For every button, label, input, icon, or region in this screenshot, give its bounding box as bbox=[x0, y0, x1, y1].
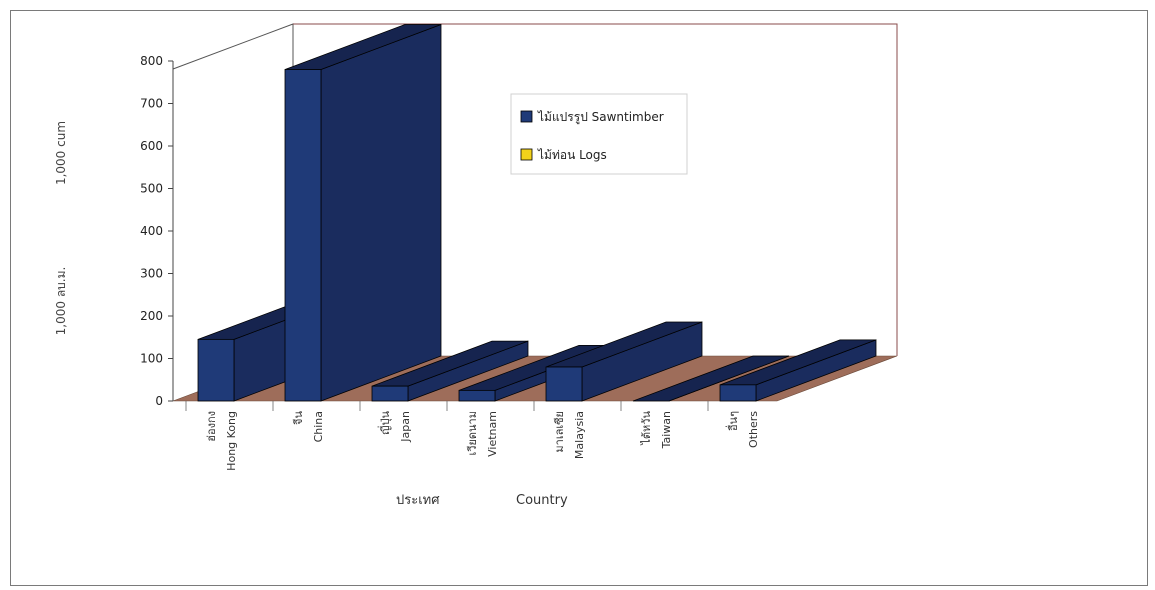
category-label-english: Taiwan bbox=[660, 411, 673, 449]
bar-others bbox=[719, 339, 877, 402]
bars bbox=[197, 23, 877, 402]
category-label-english: China bbox=[312, 411, 325, 442]
category-label-thai: ญี่ปุ่น bbox=[377, 411, 392, 435]
bar-taiwan bbox=[632, 355, 790, 402]
bar-front-face bbox=[197, 338, 235, 402]
bar-front-face bbox=[719, 384, 757, 402]
bar-side-face bbox=[320, 23, 442, 402]
bar-japan bbox=[371, 340, 529, 402]
legend-label-sawntimber: ไม้แปรรูป Sawntimber bbox=[537, 110, 664, 125]
bar-front-face bbox=[284, 69, 322, 402]
legend: ไม้แปรรูป Sawntimber ไม้ท่อน Logs bbox=[510, 93, 688, 175]
legend-label-logs: ไม้ท่อน Logs bbox=[537, 148, 607, 162]
legend-swatch-logs bbox=[520, 148, 533, 161]
bar-front-face bbox=[545, 366, 583, 402]
category-label-thai: มาเลเซีย bbox=[553, 411, 566, 453]
bar-chart: 0 100 200 300 400 500 600 700 800 ฮ่องกง Hong Kon… bbox=[54, 23, 898, 508]
bar-china bbox=[284, 23, 442, 402]
category-label-english: Others bbox=[747, 411, 760, 448]
category-label-thai: ไต้หวัน bbox=[640, 411, 653, 446]
legend-box bbox=[510, 93, 688, 175]
y-tick-label: 600 bbox=[140, 139, 163, 153]
chart-frame: 0 100 200 300 400 500 600 700 800 ฮ่องกง Hong Kon… bbox=[10, 10, 1148, 586]
y-tick-label: 700 bbox=[140, 97, 163, 111]
x-axis-label-thai: ประเทศ bbox=[396, 493, 440, 508]
category-label-english: Hong Kong bbox=[225, 411, 238, 471]
y-axis-label-thai: 1,000 ลบ.ม. bbox=[54, 267, 68, 336]
y-tick-label: 800 bbox=[140, 54, 163, 68]
y-axis-label-english: 1,000 cum bbox=[54, 121, 68, 185]
bar-malaysia bbox=[545, 321, 703, 402]
category-label-thai: จีน bbox=[292, 411, 305, 426]
category-label-english: Japan bbox=[399, 411, 412, 443]
category-label-english: Vietnam bbox=[486, 411, 499, 457]
x-axis-categories: ฮ่องกง Hong Kong จีน China ญี่ปุ่น Japan เวียด… bbox=[185, 401, 760, 471]
category-label-thai: เวียดนาม bbox=[466, 411, 479, 455]
category-label-thai: อื่นๆ bbox=[725, 411, 740, 431]
legend-swatch-sawntimber bbox=[520, 110, 533, 123]
x-axis-label-english: Country bbox=[516, 493, 568, 508]
y-tick-label: 0 bbox=[155, 394, 163, 408]
back-wall-outline bbox=[293, 23, 898, 356]
y-tick-label: 200 bbox=[140, 309, 163, 323]
y-tick-label: 300 bbox=[140, 267, 163, 281]
bar-front-face bbox=[371, 385, 409, 402]
bar-front-face bbox=[458, 389, 496, 402]
category-label-thai: ฮ่องกง bbox=[205, 411, 218, 442]
y-axis: 0 100 200 300 400 500 600 700 800 bbox=[140, 54, 174, 408]
category-label-english: Malaysia bbox=[573, 411, 586, 459]
y-tick-label: 400 bbox=[140, 224, 163, 238]
y-tick-label: 500 bbox=[140, 182, 163, 196]
y-tick-label: 100 bbox=[140, 352, 163, 366]
bar-top-face bbox=[632, 355, 790, 402]
